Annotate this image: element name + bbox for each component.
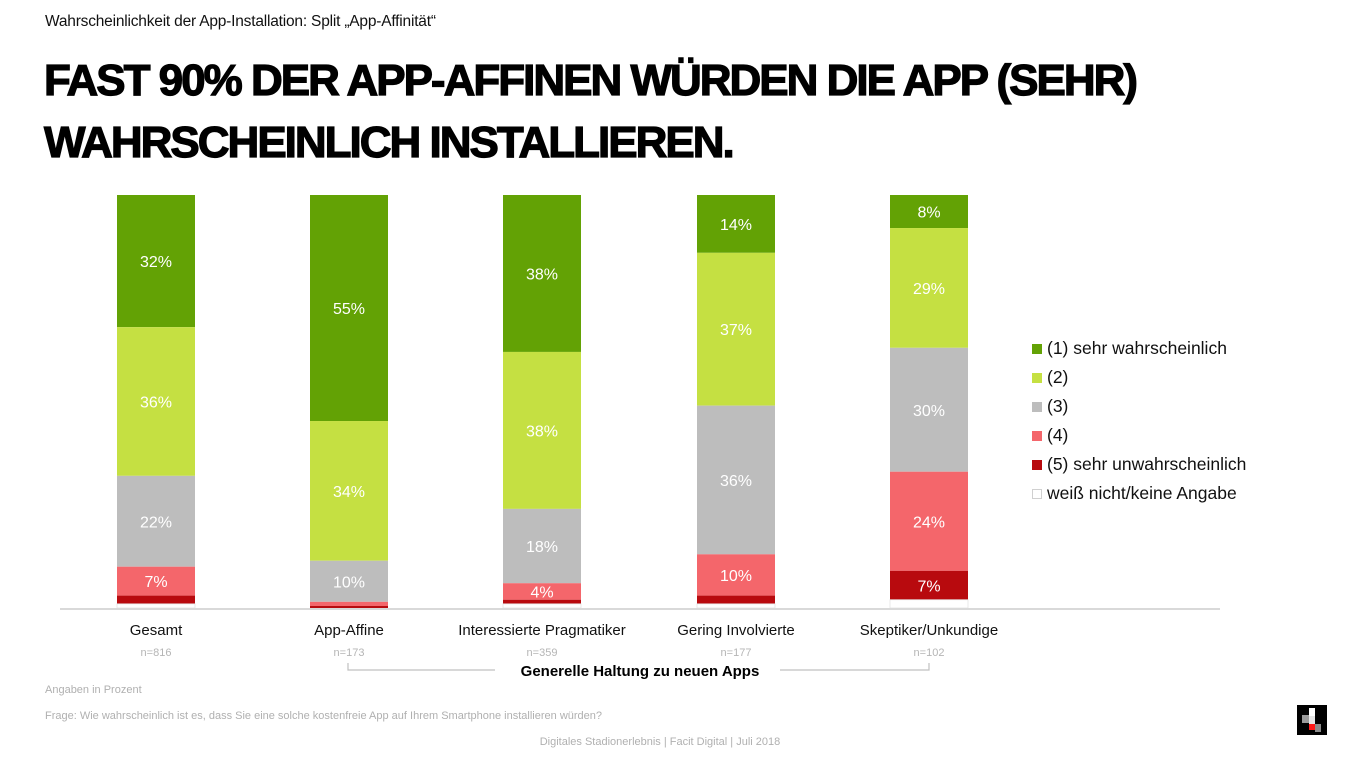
bar-segment: [890, 570, 968, 600]
sample-size-label: n=102: [914, 647, 945, 659]
bar-segment: [890, 228, 968, 348]
data-label: 8%: [917, 205, 940, 222]
stacked-bar-chart: 32% 36% 22% 7% 55% 34% 10% 38% 38% 18% 4% 14% 37% 36%…: [60, 195, 1220, 671]
sample-size-label: n=359: [527, 647, 558, 659]
legend-swatch-icon: [1032, 459, 1042, 470]
data-label: 36%: [140, 395, 172, 412]
sample-size-label: n=177: [721, 647, 752, 659]
data-label: 38%: [526, 266, 558, 283]
bar-segment: [697, 595, 775, 604]
data-label: 4%: [530, 584, 553, 601]
data-label: 10%: [333, 574, 365, 591]
bar-segment: [117, 566, 195, 596]
bar-segment: [503, 351, 581, 509]
data-label: 24%: [913, 514, 945, 531]
bar-segment: [890, 471, 968, 571]
units-note: Angaben in Prozent: [45, 684, 142, 696]
bar-segment: [310, 601, 388, 606]
bar-segment: [310, 560, 388, 602]
chart-subtitle: Wahrscheinlichkeit der App-Installation:…: [45, 13, 436, 30]
bar-segment: [697, 405, 775, 555]
bar-segment: [116, 603, 196, 609]
data-label: 34%: [333, 484, 365, 501]
bar-segment: [503, 583, 581, 600]
data-label: 14%: [720, 217, 752, 234]
bar-segment: [697, 554, 775, 596]
footer-text: Digitales Stadionerlebnis | Facit Digita…: [539, 736, 781, 748]
data-label: 30%: [913, 403, 945, 420]
bars-layer: 32% 36% 22% 7% 55% 34% 10% 38% 38% 18% 4% 14% 37% 36%…: [116, 195, 969, 609]
bar-segment: [889, 599, 969, 609]
data-label: 7%: [144, 574, 167, 591]
data-label: 7%: [917, 578, 940, 595]
page-headline: FAST 90% DER APP-AFFINEN WÜRDEN DIE APP …: [43, 55, 1138, 167]
group-bracket-left: [347, 663, 495, 671]
legend-item: (5) sehr unwahrscheinlich: [1032, 450, 1246, 479]
category-labels: Gesamt n=816 App-Affine n=173 Interessierte …: [130, 622, 998, 659]
legend-item: (4): [1032, 421, 1246, 450]
category-label: Gesamt: [130, 622, 183, 639]
legend-swatch-icon: [1032, 401, 1042, 412]
bar-segment: [696, 603, 776, 609]
group-bracket-right: [780, 663, 930, 671]
legend-label: (4): [1047, 425, 1069, 445]
bar-segment: [117, 595, 195, 604]
chart-legend: (1) sehr wahrscheinlich (2) (3) (4) (5) sehr…: [1032, 334, 1246, 508]
data-label: 32%: [140, 254, 172, 271]
legend-item: weiß nicht/keine Angabe: [1032, 479, 1246, 508]
facit-digital-logo-icon: [1297, 705, 1327, 735]
bar-segment: [502, 603, 582, 609]
legend-item: (1) sehr wahrscheinlich: [1032, 334, 1246, 363]
legend-swatch-icon: [1032, 430, 1042, 441]
bar-segment: [503, 599, 581, 604]
legend-swatch-icon: [1032, 343, 1042, 354]
bar-segment: [310, 195, 388, 422]
bar-segment: [117, 327, 195, 476]
question-note: Frage: Wie wahrscheinlich ist es, dass S…: [45, 710, 603, 722]
bar-segment: [117, 195, 195, 328]
bar-segment: [117, 475, 195, 567]
data-label: 22%: [140, 514, 172, 531]
sample-size-label: n=173: [334, 647, 365, 659]
legend-item: (2): [1032, 363, 1246, 392]
legend-label: (1) sehr wahrscheinlich: [1047, 338, 1227, 358]
data-label: 38%: [526, 423, 558, 440]
x-axis-group-label: Generelle Haltung zu neuen Apps: [520, 663, 760, 680]
data-label: 18%: [526, 539, 558, 556]
legend-swatch-icon: [1032, 372, 1042, 383]
sample-size-label: n=816: [141, 647, 172, 659]
data-label: 29%: [913, 281, 945, 298]
data-label: 36%: [720, 473, 752, 490]
legend-item: (3): [1032, 392, 1246, 421]
category-label: App-Affine: [314, 622, 384, 639]
data-label: 10%: [720, 568, 752, 585]
bar-segment: [697, 195, 775, 253]
category-label: Gering Involvierte: [677, 622, 795, 639]
bar-segment: [890, 195, 968, 229]
category-label: Interessierte Pragmatiker: [458, 622, 626, 639]
bar-segment: [503, 195, 581, 352]
legend-swatch-icon: [1032, 488, 1042, 499]
legend-label: (2): [1047, 367, 1069, 387]
bar-segment: [697, 252, 775, 406]
data-label: 37%: [720, 322, 752, 339]
bar-segment: [503, 508, 581, 584]
data-label: 55%: [333, 301, 365, 318]
bar-segment: [310, 421, 388, 561]
bar-segment: [890, 347, 968, 472]
legend-label: (5) sehr unwahrscheinlich: [1047, 454, 1247, 474]
category-label: Skeptiker/Unkundige: [860, 622, 998, 639]
legend-label: weiß nicht/keine Angabe: [1047, 483, 1237, 503]
legend-label: (3): [1047, 396, 1069, 416]
bar-segment: [310, 605, 388, 608]
